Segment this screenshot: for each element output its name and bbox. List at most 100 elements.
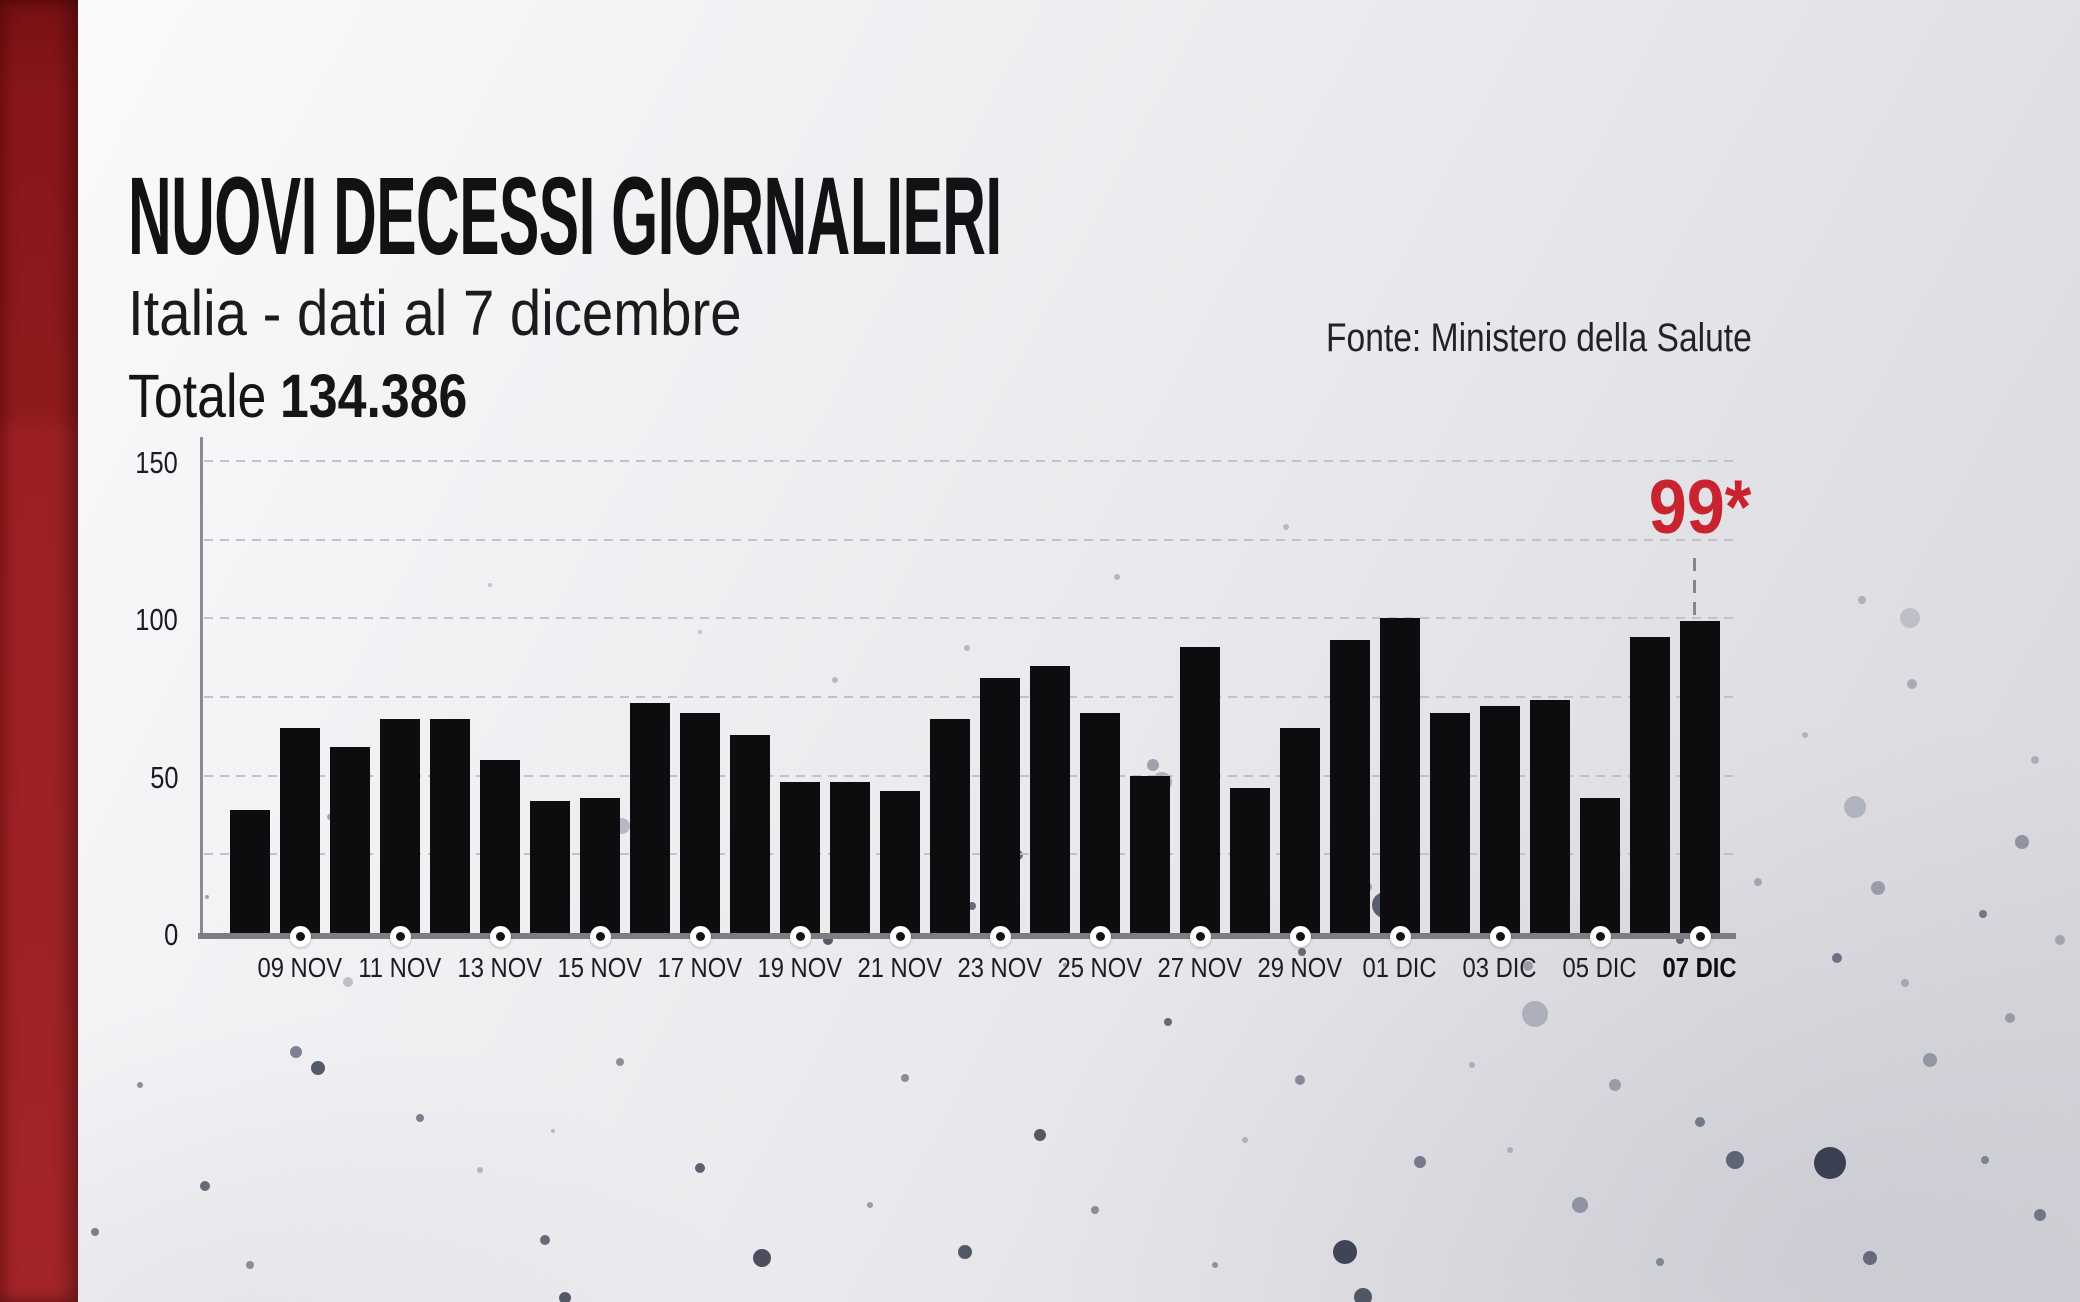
x-axis-tick-label: 17 NOV: [620, 950, 780, 986]
x-axis-tick-label: 21 NOV: [820, 950, 980, 986]
axis-dot: [389, 925, 411, 947]
x-axis-tick-label: 25 NOV: [1020, 950, 1180, 986]
bar: [830, 781, 870, 933]
x-axis-tick-text: 03 DIC: [1462, 952, 1538, 983]
y-axis-tick-text: 150: [135, 445, 178, 480]
x-axis-tick-label: 11 NOV: [320, 950, 480, 986]
red-sidebar-decoration: [0, 0, 78, 1302]
axis-dot: [1189, 925, 1211, 947]
axis-dot: [1689, 925, 1711, 947]
axis-dot: [289, 925, 311, 947]
bar: [1330, 640, 1370, 933]
bar: [630, 703, 670, 933]
bar: [980, 678, 1020, 933]
x-axis-tick-label: 19 NOV: [720, 950, 880, 986]
bar: [1580, 797, 1620, 933]
axis-dot: [1289, 925, 1311, 947]
axis-dot: [1589, 925, 1611, 947]
x-axis-tick-label: 15 NOV: [520, 950, 680, 986]
total-value: 134.386: [279, 362, 468, 430]
bar: [230, 810, 270, 933]
page-title-text: NUOVI DECESSI GIORNALIERI: [128, 155, 1002, 278]
x-axis-tick-text: 25 NOV: [1057, 952, 1143, 983]
x-axis-tick-text: 01 DIC: [1362, 952, 1438, 983]
x-axis-tick-text: 11 NOV: [358, 952, 442, 983]
bar: [1630, 637, 1670, 933]
total-label: Totale: [128, 362, 267, 430]
bar: [780, 781, 820, 933]
axis-dot: [789, 925, 811, 947]
x-axis-tick-text: 17 NOV: [657, 952, 743, 983]
y-axis-tick-label: 100: [38, 602, 178, 638]
x-axis-tick-label: 29 NOV: [1220, 950, 1380, 986]
bar: [330, 747, 370, 933]
x-axis-tick-text: 29 NOV: [1257, 952, 1343, 983]
bar: [680, 712, 720, 933]
bar: [1280, 728, 1320, 933]
bar: [730, 734, 770, 933]
x-axis-tick-text: 19 NOV: [757, 952, 843, 983]
x-axis-baseline: [198, 933, 1736, 939]
bar: [1380, 618, 1420, 933]
axis-dot: [489, 925, 511, 947]
y-axis-tick-text: 0: [163, 917, 178, 952]
bar: [930, 719, 970, 933]
axis-dot: [1089, 925, 1111, 947]
gridline-100: [204, 617, 1736, 620]
x-axis-tick-label: 13 NOV: [420, 950, 580, 986]
y-axis-tick-label: 150: [38, 445, 178, 481]
y-axis-tick-text: 100: [135, 602, 178, 638]
bar: [380, 719, 420, 933]
y-axis-tick-label: 50: [38, 760, 178, 796]
x-axis-tick-text: 23 NOV: [957, 952, 1043, 983]
x-axis-tick-label: 27 NOV: [1120, 950, 1280, 986]
bar: [580, 797, 620, 933]
bar: [1680, 621, 1720, 933]
chart-subtitle: Italia - dati al 7 dicembre: [128, 277, 742, 349]
page-title: NUOVI DECESSI GIORNALIERI: [128, 162, 1717, 272]
x-axis-tick-text: 09 NOV: [257, 952, 343, 983]
x-axis-tick-text: 07 DIC: [1662, 952, 1738, 983]
x-axis-tick-text: 13 NOV: [457, 952, 543, 983]
bar: [1530, 700, 1570, 933]
bar: [430, 719, 470, 933]
x-axis-tick-text: 27 NOV: [1157, 952, 1243, 983]
bar: [1230, 788, 1270, 933]
x-axis-tick-text: 21 NOV: [857, 952, 943, 983]
gridline-150: [204, 460, 1736, 462]
bar: [1430, 712, 1470, 933]
gridline-50: [204, 774, 1736, 777]
x-axis-tick-label: 09 NOV: [220, 950, 380, 986]
bar: [880, 791, 920, 933]
y-axis-tick-label: 0: [38, 917, 178, 953]
bar: [1480, 706, 1520, 933]
x-axis-tick-text: 05 DIC: [1562, 952, 1638, 983]
x-axis-tick-label: 07 DIC: [1620, 950, 1780, 986]
x-axis-tick-label: 05 DIC: [1520, 950, 1680, 986]
x-axis-tick-label: 03 DIC: [1420, 950, 1580, 986]
axis-dot: [689, 925, 711, 947]
total-line: Totale 134.386: [128, 364, 527, 428]
axis-dot: [889, 925, 911, 947]
bar: [480, 759, 520, 933]
source-note: Fonte: Ministero della Salute: [1326, 316, 1752, 360]
gridline-125: [204, 538, 1736, 541]
gridline-25: [204, 853, 1736, 856]
axis-dot: [989, 925, 1011, 947]
x-axis-tick-label: 01 DIC: [1320, 950, 1480, 986]
y-axis-line: [200, 437, 203, 939]
bar: [1180, 646, 1220, 933]
x-axis-tick-text: 15 NOV: [557, 952, 643, 983]
latest-value-annotation: 99*: [1648, 465, 1752, 550]
bar: [280, 728, 320, 933]
gridline-75: [204, 696, 1736, 698]
x-axis-tick-label: 23 NOV: [920, 950, 1080, 986]
axis-dot: [589, 925, 611, 947]
axis-dot: [1489, 925, 1511, 947]
y-axis-tick-text: 50: [149, 759, 178, 795]
bar: [1080, 712, 1120, 933]
annotation-leader-line: [1693, 558, 1696, 618]
axis-dot: [1389, 925, 1411, 947]
